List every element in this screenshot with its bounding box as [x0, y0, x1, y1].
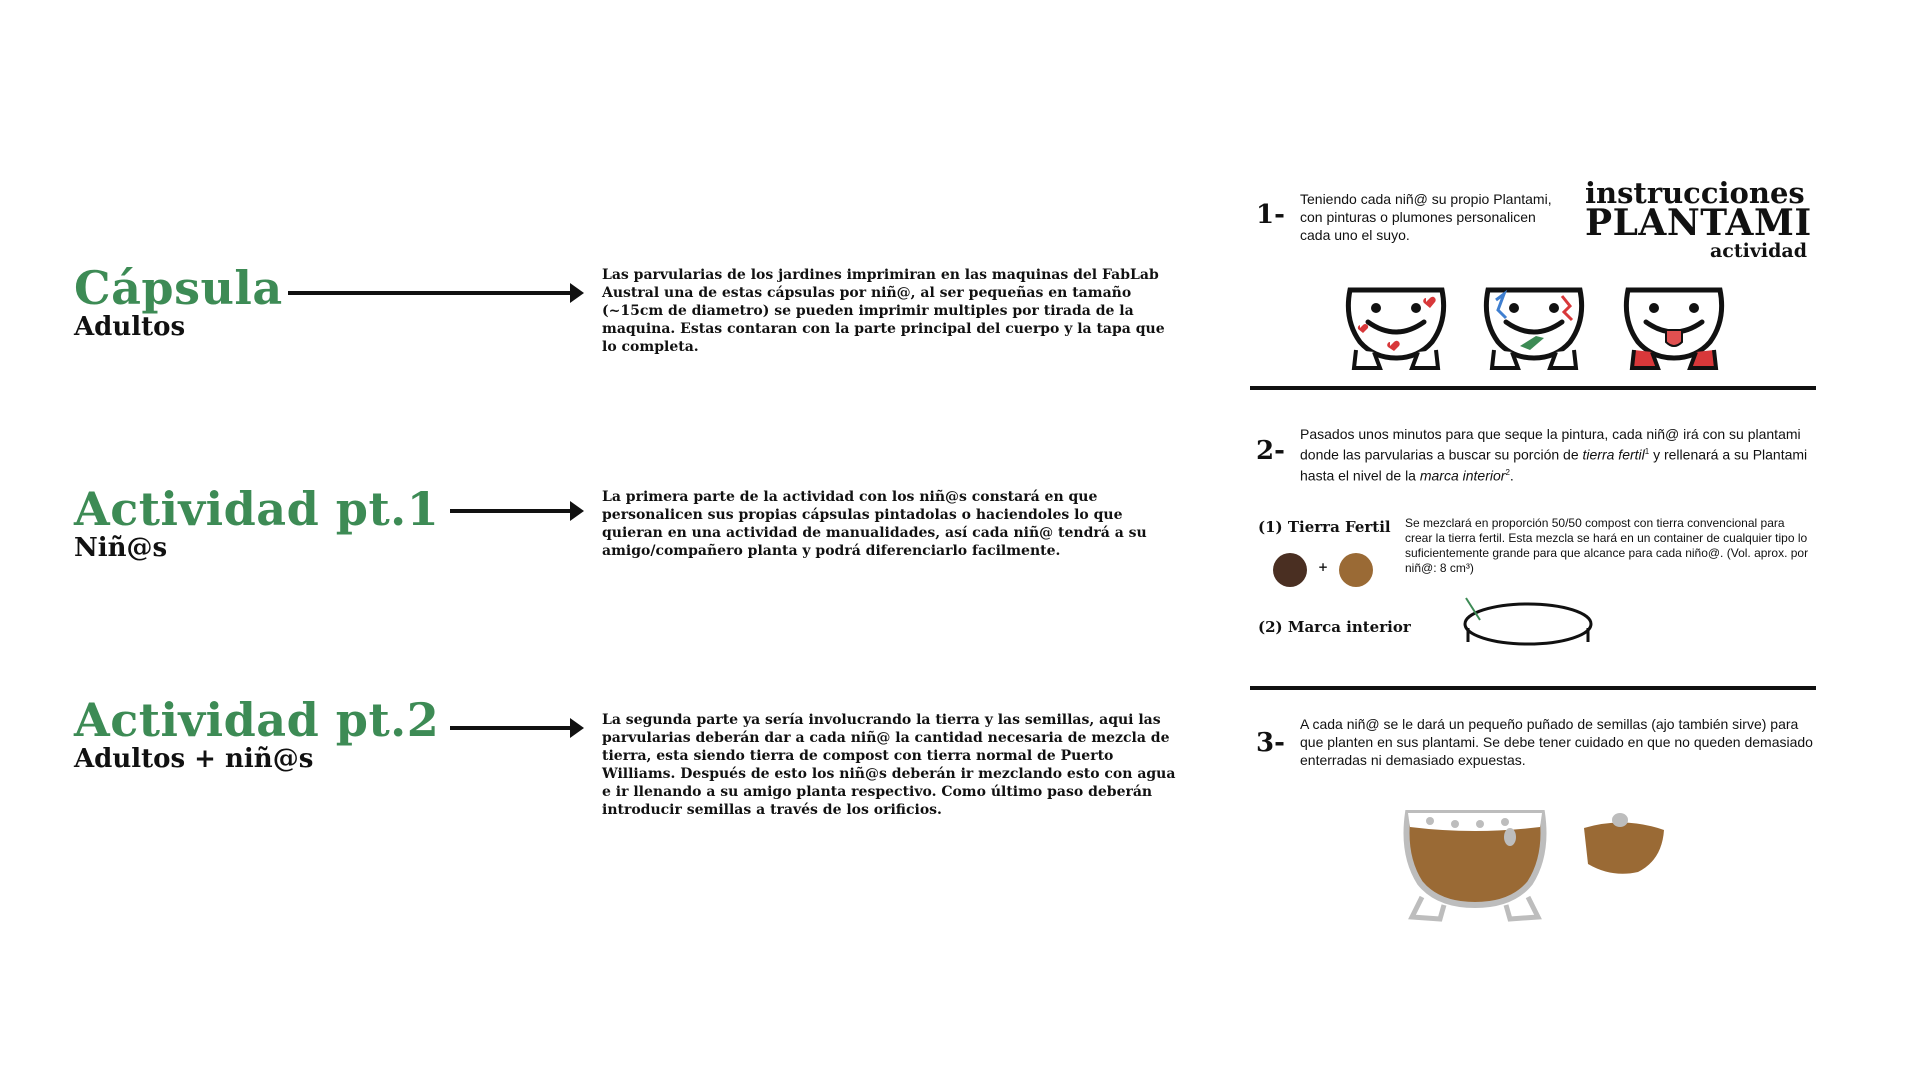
section-actividad-1: Actividad pt.1 Niñ@s: [74, 486, 439, 562]
panel-heading-instrucciones: instrucciones: [1585, 176, 1805, 210]
section-capsula: Cápsula Adultos: [74, 265, 283, 341]
note-1-label: (1) Tierra Fertil: [1258, 518, 1391, 536]
pot-lid-icon: [1584, 813, 1664, 874]
section-description: Las parvularias de los jardines imprimir…: [602, 267, 1165, 355]
soil-dot-icon: [1273, 553, 1307, 587]
step-2-text: Pasados unos minutos para que seque la p…: [1300, 426, 1808, 484]
right-arrow-icon: [450, 718, 584, 738]
right-arrow-icon: [288, 283, 584, 303]
note-2-label: (2) Marca interior: [1258, 618, 1411, 636]
section-subtitle: Adultos + niñ@s: [74, 744, 314, 774]
soil-pot-icon: [1403, 810, 1547, 922]
panel-divider: [1250, 386, 1816, 390]
panel-divider: [1250, 686, 1816, 690]
step-3-number: 3-: [1256, 728, 1285, 758]
soil-dot-icon: [1339, 553, 1373, 587]
note-1-text: Se mezclará en proporción 50/50 compost …: [1405, 516, 1809, 575]
step-1-number: 1-: [1256, 200, 1285, 230]
plantami-face-icon: [1483, 287, 1585, 370]
section-actividad-2: Actividad pt.2 Adultos + niñ@s: [74, 697, 439, 773]
section-title: Actividad pt.1: [74, 482, 440, 536]
section-description: La primera parte de la actividad con los…: [602, 489, 1147, 559]
right-arrow-icon: [450, 501, 584, 521]
step-2-number: 2-: [1256, 436, 1285, 466]
section-description: La segunda parte ya sería involucrando l…: [602, 712, 1176, 818]
plantami-face-icon: [1623, 287, 1725, 370]
panel-heading-plantami: PLANTAMI: [1585, 202, 1812, 244]
plantami-face-icon: [1345, 287, 1447, 370]
section-subtitle: Adultos: [74, 312, 186, 342]
section-subtitle: Niñ@s: [74, 533, 168, 563]
marca-ring-icon: [1463, 597, 1593, 646]
step-1-text: Teniendo cada niñ@ su propio Plantami, c…: [1300, 191, 1552, 243]
plus-sign: +: [1318, 560, 1329, 574]
section-title: Actividad pt.2: [74, 693, 440, 747]
panel-heading-actividad: actividad: [1710, 240, 1808, 262]
section-title: Cápsula: [74, 261, 283, 315]
step-3-text: A cada niñ@ se le dará un pequeño puñado…: [1300, 716, 1813, 768]
